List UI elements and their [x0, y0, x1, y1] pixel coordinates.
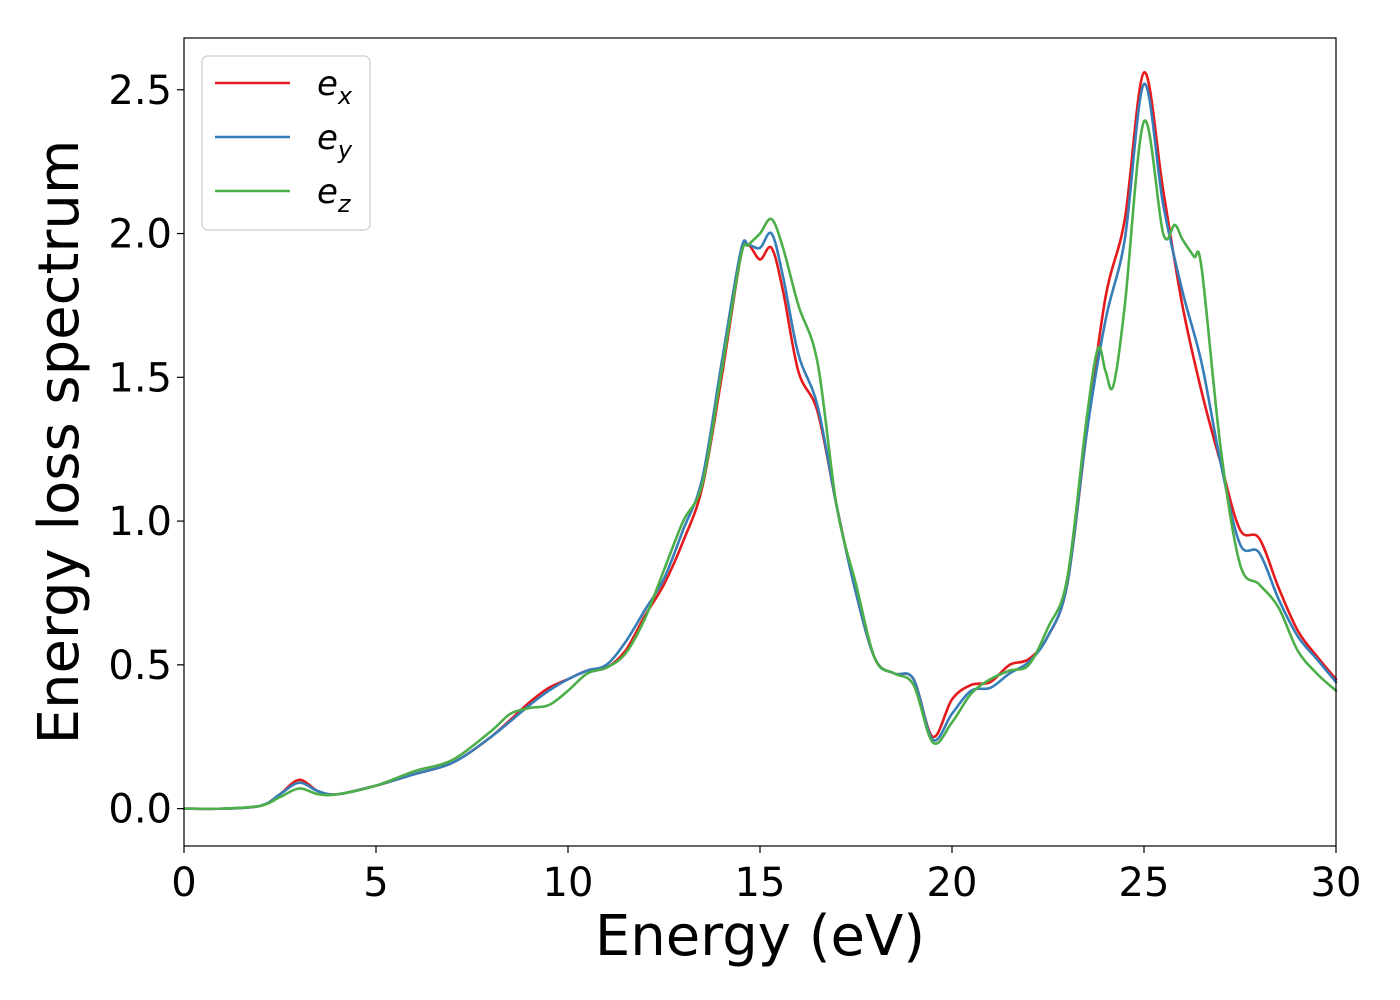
y-tick-label: 0.5	[108, 643, 172, 689]
x-tick-label: 5	[363, 860, 388, 906]
y-tick-label: 1.5	[108, 355, 172, 401]
y-tick-label: 2.0	[108, 212, 172, 258]
x-tick-label: 30	[1311, 860, 1362, 906]
y-tick-label: 0.0	[108, 787, 172, 833]
plot-frame	[183, 37, 1337, 847]
y-tick-label: 2.5	[108, 68, 172, 114]
x-tick-label: 20	[927, 860, 978, 906]
legend-box	[201, 55, 371, 231]
series-layer	[182, 71, 1338, 811]
x-tick-label: 25	[1119, 860, 1170, 906]
plot-area	[184, 38, 1336, 846]
series-line-ey	[182, 82, 1338, 811]
y-axis-label: Energy loss spectrum	[27, 140, 92, 745]
x-axis-ticks: 0 5 10 15 20 25 30	[171, 846, 1361, 906]
x-axis-label: Energy (eV)	[595, 904, 925, 969]
x-tick-label: 0	[171, 860, 196, 906]
y-axis-ticks: 0.0 0.5 1.0 1.5 2.0 2.5	[108, 68, 184, 833]
series-line-ez	[182, 119, 1338, 811]
y-tick-label: 1.0	[108, 499, 172, 545]
x-tick-label: 10	[543, 860, 594, 906]
x-tick-label: 15	[735, 860, 786, 906]
